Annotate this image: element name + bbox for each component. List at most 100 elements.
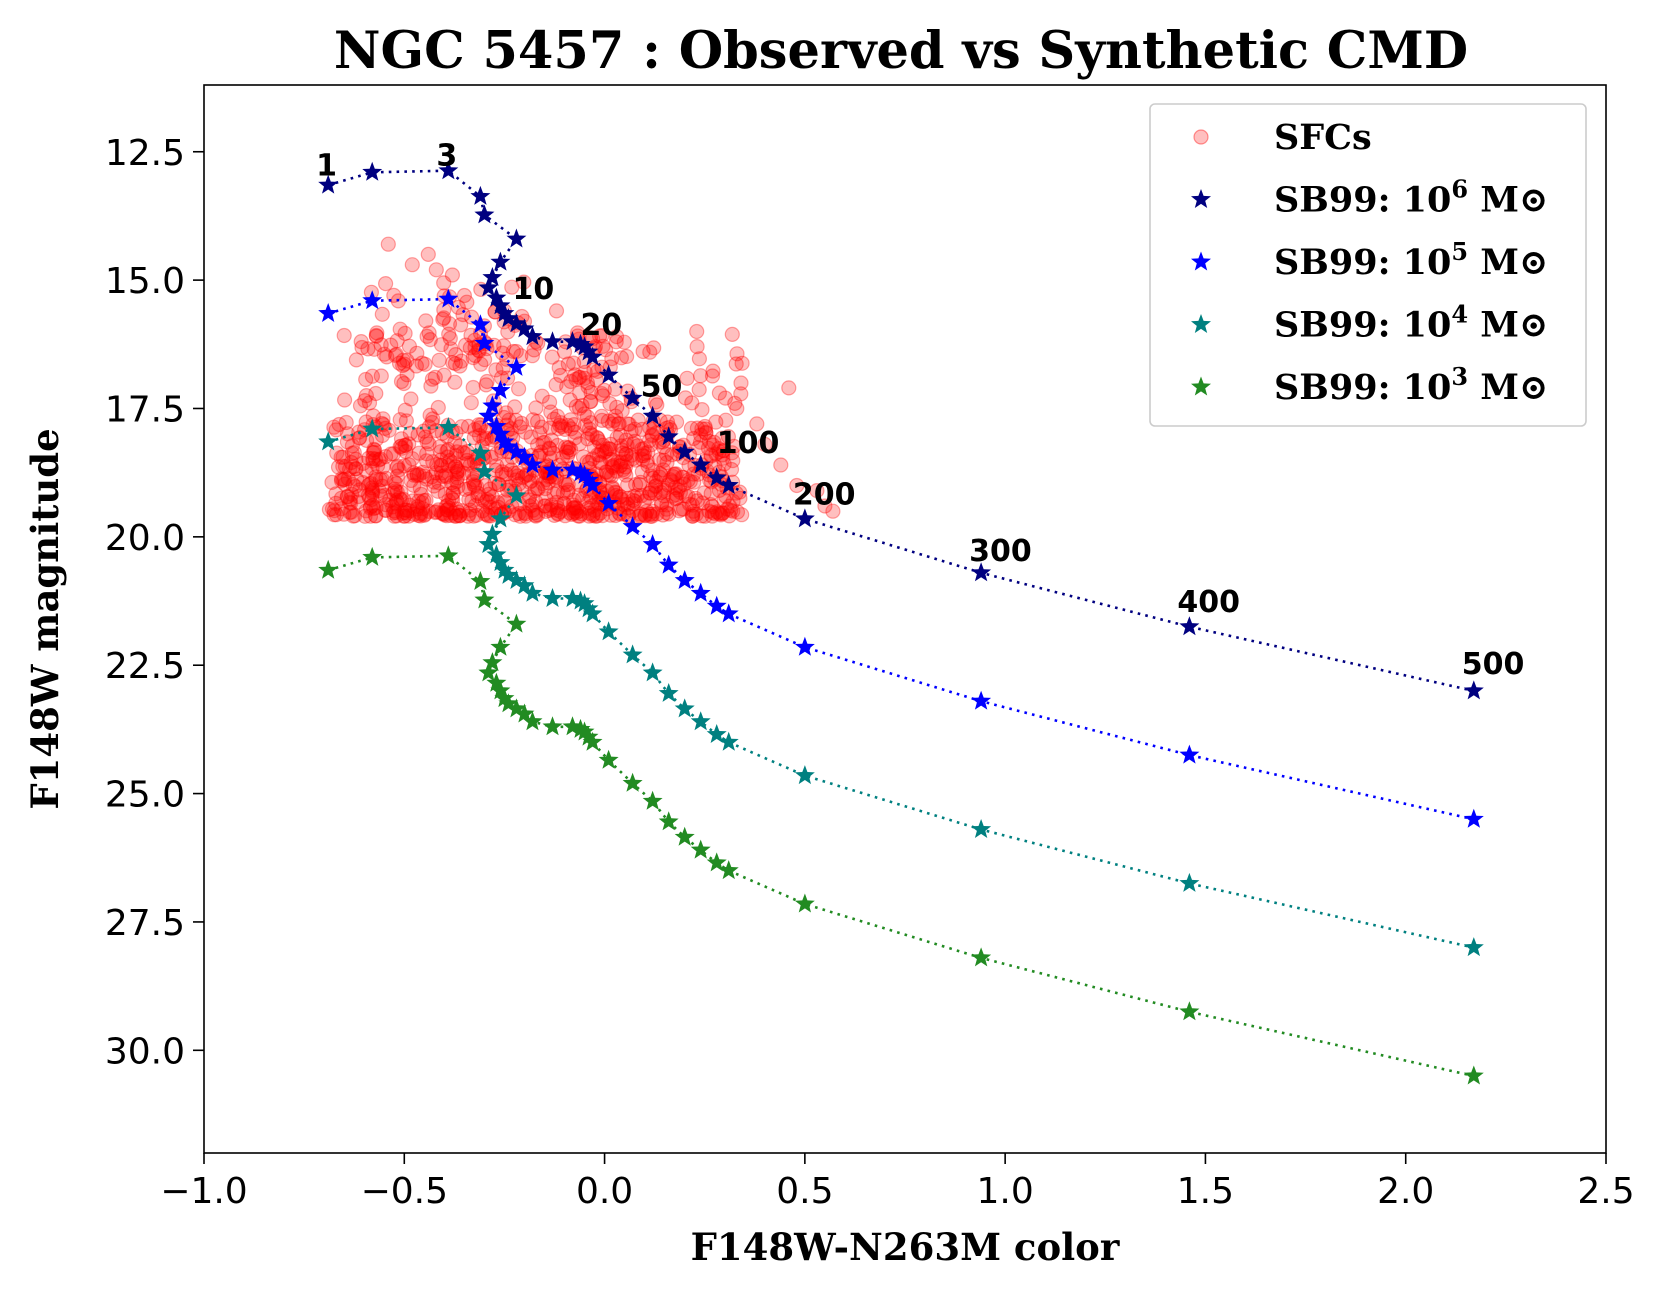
sfc-point (397, 402, 413, 418)
sfc-point (349, 471, 365, 487)
sfc-point (640, 457, 656, 474)
sfc-point (338, 414, 354, 431)
sb99-marker (674, 698, 695, 718)
y-tick-label: 17.5 (105, 389, 185, 430)
sfc-point (700, 440, 717, 456)
sfc-point (781, 380, 797, 396)
sfc-point (537, 434, 553, 450)
sfc-point (429, 457, 445, 473)
legend-label: SB99: 104 M⊙ (1274, 300, 1548, 346)
sfc-point (402, 425, 418, 441)
sfc-point (388, 476, 404, 492)
sfc-point (397, 504, 413, 520)
sfc-point (328, 486, 344, 502)
legend-unit: M⊙ (1468, 305, 1548, 346)
sfc-point (606, 412, 622, 428)
sfc-point (436, 507, 453, 523)
sfc-point (410, 498, 426, 515)
sfc-point (675, 469, 691, 486)
sb99-track-m4 (318, 417, 1484, 957)
sb99-marker (1463, 680, 1484, 700)
sfc-point (488, 362, 504, 378)
sfc-point (482, 481, 498, 497)
sfc-point (703, 448, 720, 464)
sfc-point (692, 434, 709, 450)
sfc-point (664, 474, 681, 490)
sfc-point (364, 491, 380, 507)
sfc-point (333, 473, 350, 489)
sfc-point (524, 348, 541, 364)
sfc-point (563, 421, 579, 437)
sfc-point (365, 445, 381, 461)
sfc-point (689, 420, 706, 436)
sb99-marker (542, 331, 563, 351)
sfc-point (711, 385, 728, 401)
sfc-point (498, 405, 514, 421)
sfc-point (647, 478, 664, 495)
sfc-point (466, 430, 482, 446)
sb99-marker (794, 765, 815, 785)
sfc-point (572, 385, 588, 401)
sfc-point (364, 368, 380, 384)
sfc-point (639, 453, 655, 470)
sfc-point (395, 505, 411, 521)
sb99-marker (971, 690, 992, 710)
legend-marker (1191, 189, 1211, 208)
sfc-point (553, 415, 569, 431)
age-label: 100 (717, 426, 780, 461)
sfc-point (389, 484, 405, 500)
sb99-marker (490, 423, 511, 443)
sfc-point (610, 416, 626, 432)
sfc-point (727, 395, 743, 411)
plot-area (318, 160, 1484, 1085)
sfc-point (357, 508, 373, 524)
sfc-point (438, 467, 454, 484)
sfc-point (529, 480, 545, 496)
sfc-point (501, 503, 517, 519)
sfc-point (410, 427, 426, 443)
sfc-point (350, 494, 366, 510)
sfc-point (424, 469, 440, 485)
sfc-point (589, 447, 606, 463)
sfc-point (590, 430, 606, 447)
sfc-point (522, 489, 538, 505)
sb99-marker (658, 426, 679, 446)
sb99-marker (598, 749, 619, 769)
sfc-point (549, 437, 566, 454)
sfc-point (603, 468, 620, 484)
sfc-point (435, 311, 451, 327)
sfc-point (619, 477, 636, 493)
sfc-point (711, 444, 727, 460)
sfc-point (623, 423, 639, 439)
sfc-point (618, 446, 634, 463)
sfc-point (419, 328, 435, 344)
sfc-point (405, 493, 421, 509)
sb99-marker (570, 590, 591, 610)
sfc-point (499, 457, 515, 473)
sfc-point (565, 505, 582, 521)
sfc-point (556, 496, 572, 512)
sfc-point (725, 493, 741, 509)
y-tick-label: 25.0 (105, 775, 185, 816)
sfc-point (649, 506, 665, 522)
sfc-point (602, 451, 618, 467)
sfc-point (347, 508, 363, 524)
sfc-point (625, 436, 642, 452)
sfc-point (570, 508, 586, 524)
sfc-point (644, 428, 660, 444)
sfc-point (345, 476, 361, 493)
sfc-point (616, 463, 633, 479)
sfc-point (465, 474, 481, 490)
sfc-point (655, 462, 671, 478)
sfc-point (583, 393, 599, 409)
sb99-marker (574, 464, 595, 484)
sfc-point (527, 505, 543, 521)
sb99-marker (562, 716, 583, 736)
sfc-point (637, 507, 654, 524)
sfc-point (586, 502, 603, 518)
sfc-point (563, 373, 579, 390)
sb99-marker (490, 552, 511, 571)
sfc-point (389, 460, 405, 476)
legend-unit: M⊙ (1468, 242, 1548, 283)
sfc-point (560, 356, 576, 372)
